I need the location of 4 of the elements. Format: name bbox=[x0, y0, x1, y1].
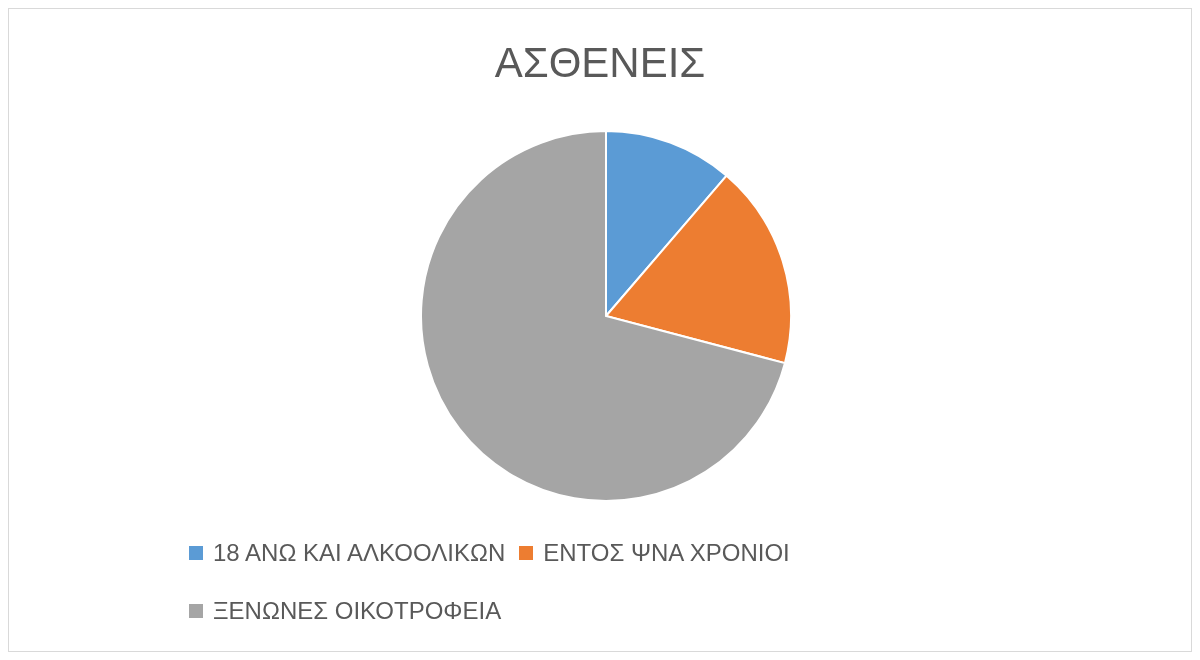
chart-title: ΑΣΘΕΝΕΙΣ bbox=[493, 39, 707, 87]
legend-label: ΕΝΤΟΣ ΨΝΑ ΧΡΟΝΙΟΙ bbox=[543, 539, 790, 567]
legend-label: ΞΕΝΩΝΕΣ ΟΙΚΟΤΡΟΦΕΙΑ bbox=[213, 597, 502, 625]
legend-label: 18 ΑΝΩ ΚΑΙ ΑΛΚΟΟΛΙΚΩΝ bbox=[213, 539, 506, 567]
